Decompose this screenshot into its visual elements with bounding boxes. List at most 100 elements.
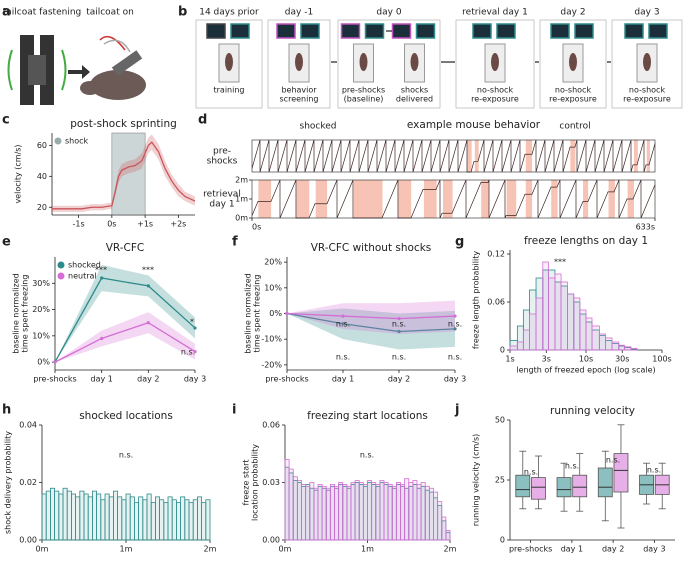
legend-swatch <box>54 137 62 145</box>
y-tick-label: 0 <box>500 346 505 355</box>
histogram-bar <box>416 484 422 541</box>
freeze-epoch <box>646 140 650 172</box>
y-tick-label: 60 <box>37 141 47 150</box>
histogram-bar <box>573 297 581 351</box>
chart-title: example mouse behavior <box>407 119 541 131</box>
annotation: n.s. <box>647 466 661 475</box>
annotation: *** <box>142 266 154 275</box>
legend-swatch <box>57 261 65 269</box>
arrow <box>7 49 13 91</box>
histogram-bar <box>305 485 311 541</box>
histogram-bar <box>50 487 56 541</box>
mouse-icon <box>359 53 368 71</box>
screen <box>340 23 361 39</box>
histogram-bar <box>296 480 302 541</box>
legend-label: shock <box>65 137 89 146</box>
x-tick-label: -1s <box>73 220 85 229</box>
box <box>556 477 572 498</box>
tailcoat-part <box>28 55 46 85</box>
stage-caption: no-shock <box>477 86 514 95</box>
x-tick-label: day 3 <box>643 545 665 554</box>
legend-label: shocked <box>68 261 101 270</box>
histogram-bar <box>350 482 356 541</box>
stage-title: day -1 <box>285 8 313 18</box>
arrow <box>68 65 90 79</box>
histogram-bar <box>424 485 430 541</box>
histogram-bar <box>146 493 152 541</box>
freeze-epoch <box>258 180 272 218</box>
histogram-bar <box>428 487 434 541</box>
y-axis-label: running velocity (cm/s) <box>472 434 481 527</box>
histogram-bar <box>92 490 98 541</box>
y-tick-label: 0% <box>269 309 282 318</box>
box <box>613 453 629 493</box>
stage-frame <box>611 19 683 109</box>
screen <box>574 23 594 39</box>
annotation: n.s. <box>392 353 406 362</box>
point <box>453 327 457 331</box>
stage-caption: behavior <box>281 86 317 95</box>
annotation: *** <box>95 266 107 275</box>
histogram-bar <box>167 496 173 541</box>
caption: tailcoat on <box>86 8 134 18</box>
histogram-bar <box>180 496 186 541</box>
tailcoat-part <box>20 35 34 105</box>
stage-title: day 2 <box>560 8 585 18</box>
histogram-bar <box>395 482 401 541</box>
stage-caption: no-shock <box>629 86 666 95</box>
histogram-bar <box>579 309 587 351</box>
panel-label: c <box>2 113 10 128</box>
stage-caption: pre-shocks <box>342 86 385 95</box>
mouse-icon <box>643 53 651 71</box>
point <box>453 314 457 318</box>
histogram-bar <box>560 281 568 351</box>
y-axis-label: baseline normalized <box>12 273 21 354</box>
histogram-bar <box>535 297 544 351</box>
histogram-bar <box>196 496 202 541</box>
histogram-bar <box>522 329 530 351</box>
series-label: control <box>559 122 590 132</box>
point <box>285 311 289 316</box>
freeze-epoch <box>474 140 479 172</box>
freeze-epoch <box>525 180 533 218</box>
point <box>397 329 401 334</box>
x-tick-label: 2m <box>444 545 457 554</box>
y-axis-label: location probability <box>251 444 260 521</box>
freeze-epoch <box>481 180 489 218</box>
stage-title: retrieval day 1 <box>462 8 528 18</box>
histogram-bar <box>142 499 148 541</box>
y-axis-label: time spent freezing <box>21 275 30 353</box>
screen <box>550 23 570 39</box>
stage-frame <box>195 19 263 109</box>
y-tick-label: 0.06 <box>262 421 280 430</box>
panel-label: b <box>178 5 187 20</box>
caption: tailcoat fastening <box>3 8 81 18</box>
point <box>146 284 150 288</box>
error-band <box>55 264 195 363</box>
histogram-bar <box>585 317 593 351</box>
x-tick-label: day 3 <box>184 375 206 384</box>
freeze-epoch <box>608 180 615 218</box>
stage-caption: shocks <box>401 86 428 95</box>
freeze-epoch <box>442 180 453 218</box>
x-tick-label: 3s <box>542 355 551 364</box>
mouse-icon <box>225 53 233 71</box>
panel-label: e <box>2 235 11 250</box>
tailcoat-part <box>40 35 54 105</box>
histogram-bar <box>117 496 123 541</box>
screen <box>648 23 668 39</box>
mouse-icon <box>295 53 303 71</box>
x-tick-label: day 2 <box>602 545 624 554</box>
histogram-bar <box>445 530 451 541</box>
box <box>572 474 588 498</box>
mouse-icon <box>569 53 577 71</box>
histogram-bar <box>175 502 181 541</box>
annotation: *** <box>554 258 566 267</box>
row-frame <box>251 139 656 173</box>
x-tick-label: 2m <box>204 545 217 554</box>
stage-caption: training <box>214 86 245 95</box>
y-tick-label: 0.00 <box>262 536 280 545</box>
x-tick-label: day 1 <box>90 375 112 384</box>
annotation: n.s. <box>565 462 579 471</box>
histogram-bar <box>192 499 198 541</box>
